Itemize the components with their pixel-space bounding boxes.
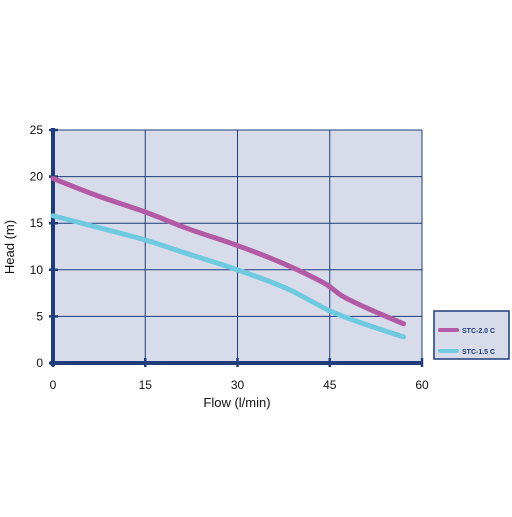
y-tick-label: 10 [30, 263, 44, 277]
y-tick-label: 25 [30, 123, 44, 137]
y-tick-label: 5 [36, 309, 43, 323]
x-tick-label: 30 [231, 378, 245, 392]
series-lines [50, 175, 407, 340]
y-tick-label: 15 [30, 216, 44, 230]
y-axis-label: Head (m) [2, 220, 17, 274]
x-tick-label: 45 [323, 378, 337, 392]
x-axis-label: Flow (l/min) [203, 395, 270, 410]
x-tick-label: 15 [139, 378, 153, 392]
series-line-stc-2-0-c [50, 175, 407, 327]
tick-labels: 0 15 30 45 60 0 5 10 15 20 25 [30, 123, 429, 392]
x-tick-label: 60 [415, 378, 429, 392]
legend-label: STC-1.5 C [462, 349, 495, 356]
legend-label: STC-2.0 C [462, 328, 495, 335]
x-tick-label: 0 [50, 378, 57, 392]
legend: STC-2.0 C STC-1.5 C [433, 310, 510, 360]
y-tick-label: 20 [30, 170, 44, 184]
axes [49, 128, 424, 367]
legend-box [433, 310, 510, 360]
series-line-stc-1-5-c [50, 213, 407, 340]
y-tick-label: 0 [36, 356, 43, 370]
